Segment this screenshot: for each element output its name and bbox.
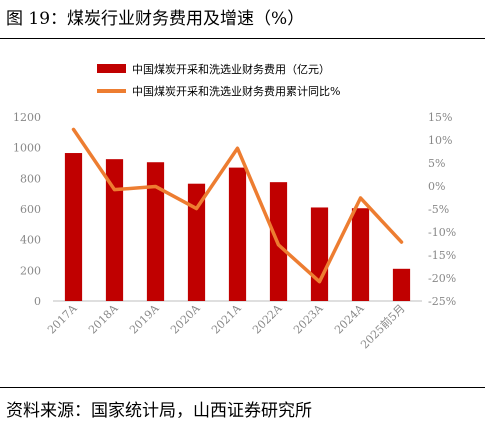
right-tick-label: -20% xyxy=(428,272,456,285)
x-tick-label: 2022A xyxy=(250,301,285,336)
x-tick-label: 2018A xyxy=(86,301,121,336)
left-axis: 0 200 400 600 800 1000 1200 xyxy=(13,111,41,308)
x-tick-label: 2024A xyxy=(332,301,367,336)
figure-title: 图 19：煤炭行业财务费用及增速（%） xyxy=(6,9,305,29)
bar xyxy=(392,268,411,301)
x-tick-label: 2021A xyxy=(209,301,244,336)
left-tick-label: 800 xyxy=(20,172,41,185)
bar xyxy=(351,208,370,301)
legend-bar-swatch xyxy=(97,64,126,73)
bar xyxy=(310,207,329,301)
bar xyxy=(187,183,206,301)
bar xyxy=(64,153,83,301)
right-tick-label: 0% xyxy=(428,180,445,193)
legend-bar-label: 中国煤炭开采和洗选业财务费用（亿元） xyxy=(132,62,330,76)
left-tick-label: 400 xyxy=(20,234,41,247)
source-note: 资料来源：国家统计局，山西证券研究所 xyxy=(6,401,312,421)
growth-line xyxy=(71,127,404,284)
right-tick-label: -5% xyxy=(428,203,449,216)
legend-line-label: 中国煤炭开采和洗选业财务费用累计同比% xyxy=(132,84,340,98)
right-tick-label: -25% xyxy=(428,295,456,308)
x-tick-label: 2020A xyxy=(168,301,203,336)
left-tick-label: 1200 xyxy=(13,111,41,124)
line-series xyxy=(71,127,404,284)
bar xyxy=(228,167,247,301)
x-tick-label: 2025前5月 xyxy=(357,301,407,351)
right-tick-label: 15% xyxy=(428,111,452,124)
right-axis: -25% -20% -15% -10% -5% 0% 5% 10% 15% xyxy=(428,111,456,308)
x-tick-label: 2017A xyxy=(45,301,80,336)
chart-legend: 中国煤炭开采和洗选业财务费用（亿元） 中国煤炭开采和洗选业财务费用累计同比% xyxy=(97,62,340,98)
left-tick-label: 600 xyxy=(20,203,41,216)
right-tick-label: 5% xyxy=(428,157,445,170)
bar xyxy=(105,159,124,301)
x-axis-labels: 2017A 2018A 2019A 2020A 2021A 2022A 2023A 2024A… xyxy=(45,301,408,351)
right-tick-label: 10% xyxy=(428,134,452,147)
left-tick-label: 1000 xyxy=(13,142,41,155)
bottom-rule xyxy=(0,387,485,388)
right-tick-label: -10% xyxy=(428,226,456,239)
top-rule xyxy=(0,38,485,39)
bar xyxy=(146,162,165,301)
left-tick-label: 200 xyxy=(20,264,41,277)
left-tick-label: 0 xyxy=(34,295,41,308)
right-tick-label: -15% xyxy=(428,249,456,262)
x-tick-label: 2019A xyxy=(127,301,162,336)
bar-series xyxy=(64,153,411,301)
chart: 中国煤炭开采和洗选业财务费用（亿元） 中国煤炭开采和洗选业财务费用累计同比% 0… xyxy=(13,62,456,351)
x-tick-label: 2023A xyxy=(291,301,326,336)
